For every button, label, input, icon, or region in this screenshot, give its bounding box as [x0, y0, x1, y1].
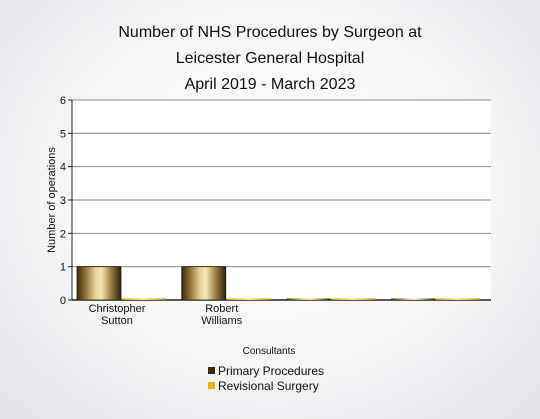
- legend: Primary Procedures Revisional Surgery: [208, 363, 324, 393]
- y-tick-label: 0: [60, 295, 66, 307]
- legend-swatch-primary: [208, 367, 215, 374]
- bar-primary: [391, 298, 436, 300]
- legend-label-primary: Primary Procedures: [218, 363, 325, 378]
- x-tick-label: Robert: [205, 303, 238, 315]
- y-tick-label: 5: [60, 128, 66, 140]
- x-tick-label: Williams: [201, 315, 242, 327]
- bar-revisional: [122, 298, 166, 300]
- x-tick-label: Sutton: [101, 315, 133, 327]
- y-tick-label: 6: [60, 95, 66, 107]
- x-axis-label: Consultants: [243, 346, 296, 357]
- chart-title-line-1: Number of NHS Procedures by Surgeon at: [118, 24, 422, 41]
- legend-item-primary: Primary Procedures: [208, 363, 324, 378]
- bar-primary: [76, 266, 122, 301]
- legend-label-revisional: Revisional Surgery: [218, 378, 319, 393]
- grid-lines: [72, 99, 491, 300]
- bar-revisional: [331, 298, 376, 300]
- bar-revisional: [226, 298, 271, 300]
- legend-item-revisional: Revisional Surgery: [208, 378, 324, 393]
- y-tick-label: 1: [60, 262, 66, 274]
- bar-primary: [286, 298, 331, 300]
- y-tick-label: 3: [60, 195, 66, 207]
- bar-revisional: [436, 298, 481, 300]
- chart-title-line-2: Leicester General Hospital: [175, 50, 365, 67]
- y-tick-label: 2: [60, 228, 66, 240]
- x-tick-label: Christopher: [89, 303, 146, 315]
- bars: [76, 266, 481, 301]
- y-tick-label: 4: [60, 162, 66, 174]
- y-axis-label: Number of operations: [46, 147, 58, 253]
- bar-primary: [181, 266, 227, 301]
- chart-title-line-3: April 2019 - March 2023: [184, 76, 356, 93]
- legend-swatch-revisional: [208, 382, 215, 389]
